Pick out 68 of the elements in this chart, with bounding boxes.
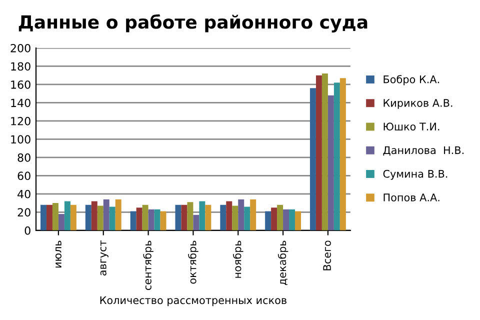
bar bbox=[64, 201, 70, 230]
legend-label: Попов А.А. bbox=[384, 194, 440, 202]
bar bbox=[238, 199, 244, 230]
y-tick-label: 60 bbox=[18, 172, 30, 180]
y-tick-label: 80 bbox=[18, 153, 30, 162]
bar bbox=[103, 199, 110, 230]
bar bbox=[232, 206, 238, 230]
bar bbox=[40, 204, 46, 230]
bar bbox=[142, 204, 148, 230]
bar bbox=[316, 75, 322, 230]
bar bbox=[199, 201, 206, 230]
bar bbox=[46, 204, 52, 230]
y-tick-label: 0 bbox=[24, 226, 30, 235]
bar bbox=[340, 78, 346, 230]
bar bbox=[85, 204, 92, 230]
y-tick-label: 200 bbox=[10, 44, 30, 52]
bar bbox=[295, 211, 301, 230]
bar bbox=[130, 211, 136, 230]
bar bbox=[334, 82, 340, 230]
bar bbox=[271, 208, 278, 230]
bar bbox=[109, 206, 116, 230]
bar bbox=[193, 214, 200, 230]
legend-label: Кириков А.В. bbox=[384, 99, 452, 109]
x-tick-label: август bbox=[100, 240, 108, 276]
bar bbox=[310, 88, 316, 230]
bar bbox=[283, 209, 290, 230]
y-tick-label: 180 bbox=[11, 62, 30, 71]
x-axis-title: Количество рассмотренных исков bbox=[100, 296, 286, 306]
bar bbox=[97, 206, 104, 230]
x-tick-label: сентябрь bbox=[143, 240, 154, 290]
legend-label: Данилова Н.В. bbox=[383, 146, 464, 156]
bar bbox=[181, 204, 188, 230]
x-tick-label: октябрь bbox=[188, 240, 198, 284]
legend-label: Юшко Т.И. bbox=[384, 122, 440, 130]
legend-label: Сумина В.В. bbox=[383, 170, 448, 180]
bar bbox=[91, 201, 98, 230]
bar bbox=[136, 208, 142, 230]
x-tick-label: ноябрь bbox=[232, 240, 244, 278]
bar bbox=[160, 211, 166, 230]
bar bbox=[220, 204, 226, 230]
bar bbox=[115, 199, 122, 230]
legend-label: Бобро К.А. bbox=[384, 75, 439, 86]
bar bbox=[226, 201, 232, 230]
bar bbox=[154, 209, 160, 230]
y-tick-label: 160 bbox=[11, 80, 30, 89]
x-tick-label: июль bbox=[56, 240, 62, 268]
bar bbox=[70, 204, 76, 230]
y-tick-label: 100 bbox=[11, 135, 30, 144]
bar bbox=[244, 206, 250, 230]
y-tick-label: 40 bbox=[18, 190, 30, 198]
x-tick-label: Всего bbox=[323, 240, 331, 270]
bar bbox=[328, 95, 334, 230]
y-tick-label: 120 bbox=[11, 116, 30, 126]
bar bbox=[58, 214, 64, 230]
bar bbox=[175, 204, 182, 230]
bar bbox=[289, 209, 296, 230]
bar bbox=[205, 204, 212, 230]
bar bbox=[52, 203, 58, 230]
chart-title: Данные о работе районного суда bbox=[18, 14, 368, 32]
bar bbox=[187, 202, 194, 230]
y-tick-label: 20 bbox=[18, 208, 30, 217]
bar bbox=[250, 199, 256, 230]
bar bbox=[148, 209, 154, 230]
x-tick-label: декабрь bbox=[278, 240, 288, 286]
y-tick-label: 140 bbox=[11, 98, 30, 108]
bar bbox=[322, 74, 328, 230]
bar bbox=[265, 211, 272, 230]
bar bbox=[277, 204, 284, 230]
